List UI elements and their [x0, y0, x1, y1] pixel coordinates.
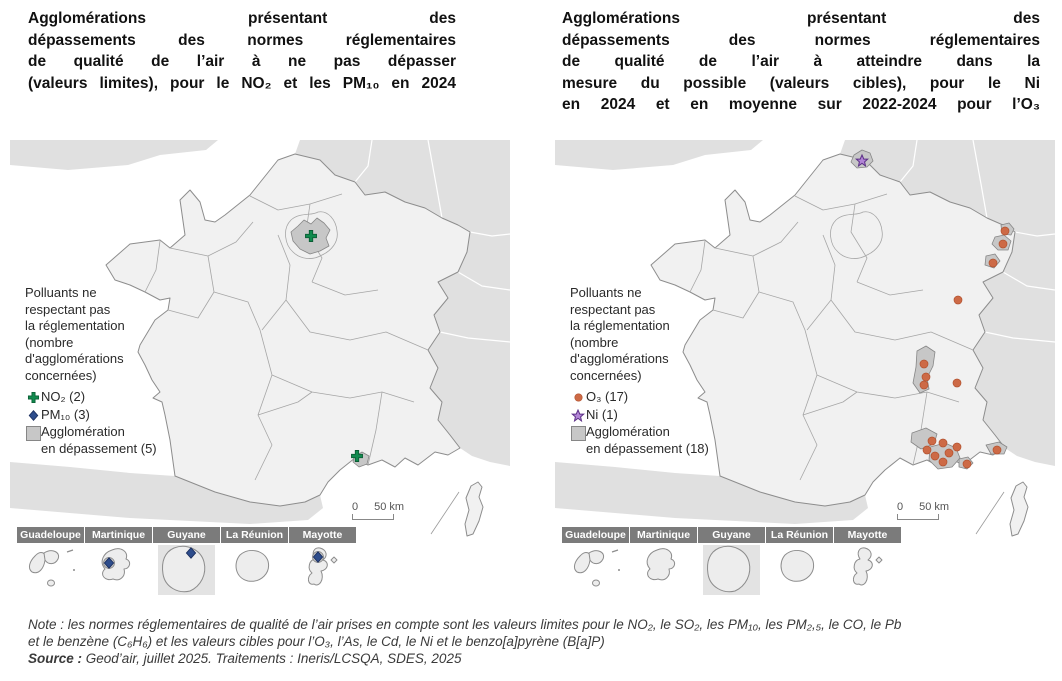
right-map-title: Agglomérations présentant des dépassemen…	[562, 10, 1040, 113]
o3-dot-icon	[570, 391, 586, 404]
france-outline	[650, 153, 1016, 507]
no2-cross-icon	[25, 391, 41, 404]
o3-dot-marker	[938, 438, 948, 448]
agglomeration-square-icon	[25, 426, 41, 441]
legend-heading: Polluants ne respectant pas la réglement…	[570, 285, 670, 383]
inset-mayotte: Mayotte	[834, 527, 901, 597]
neighbor-countries	[555, 140, 1055, 524]
corsica-neatline	[430, 491, 460, 535]
source-text: Geod’air, juillet 2025. Traitements : In…	[85, 651, 462, 666]
corsica-neatline	[975, 491, 1005, 535]
scale-bar-bracket	[897, 514, 939, 520]
ni-star-icon	[570, 409, 586, 423]
o3-dot-marker	[952, 442, 962, 452]
scale-bar-bracket	[352, 514, 394, 520]
o3-dot-marker	[1000, 226, 1010, 236]
legend-item-agglomeration: Agglomération en dépassement (5)	[25, 424, 175, 457]
source-label: Source :	[28, 651, 83, 666]
agglomeration-square-icon	[570, 426, 586, 441]
pm10-diamond-icon	[25, 409, 41, 422]
inset-la-reunion: La Réunion	[221, 527, 288, 597]
o3-dot-marker	[962, 459, 972, 469]
corsica	[464, 481, 484, 537]
legend-item-pm10: PM₁₀ (3)	[25, 407, 175, 424]
right-legend: Polluants ne respectant pas la réglement…	[570, 285, 720, 458]
france-outline	[105, 153, 471, 507]
left-map: Polluants ne respectant pas la réglement…	[10, 140, 510, 540]
o3-dot-marker	[919, 359, 929, 369]
inset-guyane: Guyane	[698, 527, 765, 597]
scale-bar: 0 50 km	[897, 501, 949, 520]
legend-item-agglomeration: Agglomération en dépassement (18)	[570, 424, 720, 457]
ile-de-france-border	[285, 211, 338, 259]
scale-bar: 0 50 km	[352, 501, 404, 520]
left-legend: Polluants ne respectant pas la réglement…	[25, 285, 175, 458]
inset-guyane: Guyane	[153, 527, 220, 597]
legend-item-ni: Ni (1)	[570, 407, 720, 424]
inset-martinique: Martinique	[630, 527, 697, 597]
legend-item-no2: NO₂ (2)	[25, 389, 175, 406]
inset-martinique: Martinique	[85, 527, 152, 597]
inset-la-reunion: La Réunion	[766, 527, 833, 597]
corsica	[1009, 481, 1029, 537]
o3-dot-marker	[944, 448, 954, 458]
o3-dot-marker	[921, 372, 931, 382]
right-overseas-strip: Guadeloupe Martinique Guyane La Réunion …	[562, 527, 901, 597]
o3-dot-marker	[938, 457, 948, 467]
neighbor-countries	[10, 140, 510, 524]
o3-dot-marker	[998, 239, 1008, 249]
o3-dot-marker	[919, 380, 929, 390]
legend-item-o3: O₃ (17)	[570, 389, 720, 406]
o3-dot-marker	[952, 378, 962, 388]
legend-heading: Polluants ne respectant pas la réglement…	[25, 285, 125, 383]
o3-dot-marker	[922, 445, 932, 455]
ile-de-france-border	[830, 211, 883, 259]
figure-note: Note : les normes réglementaires de qual…	[28, 616, 1040, 667]
right-map-svg	[555, 140, 1055, 537]
o3-dot-marker	[992, 445, 1002, 455]
o3-dot-marker	[988, 258, 998, 268]
inset-guadeloupe: Guadeloupe	[562, 527, 629, 597]
left-overseas-strip: Guadeloupe Martinique Guyane La Réunion …	[17, 527, 356, 597]
o3-dot-marker	[927, 436, 937, 446]
source-line: Source : Geod’air, juillet 2025. Traitem…	[28, 650, 1040, 667]
o3-dot-marker	[953, 295, 963, 305]
note-text: Note : les normes réglementaires de qual…	[28, 617, 902, 649]
inset-mayotte: Mayotte	[289, 527, 356, 597]
right-map: Polluants ne respectant pas la réglement…	[555, 140, 1055, 540]
inset-guadeloupe: Guadeloupe	[17, 527, 84, 597]
left-map-title: Agglomérations présentant des dépassemen…	[28, 10, 456, 92]
o3-dot-marker	[930, 451, 940, 461]
left-map-svg	[10, 140, 510, 537]
